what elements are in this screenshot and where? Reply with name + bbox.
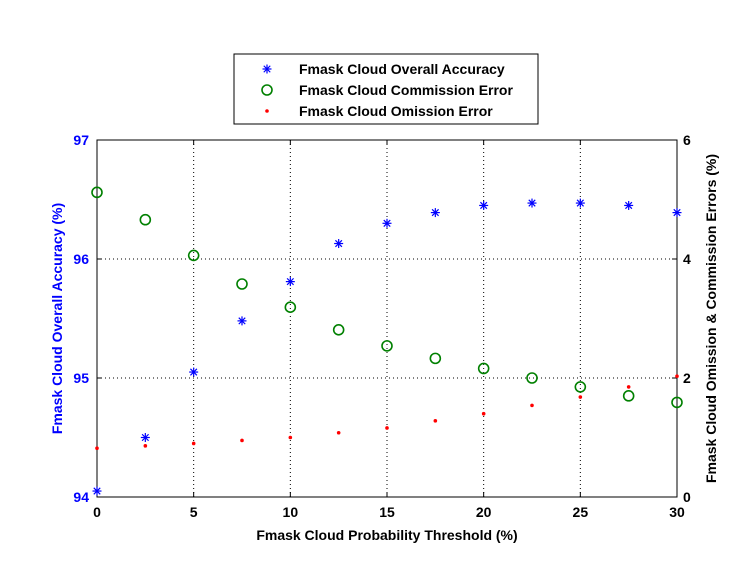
- y-left-tick-label: 96: [73, 251, 89, 267]
- legend-box: [233, 53, 539, 125]
- legend: Fmask Cloud Overall Accuracy Fmask Cloud…: [233, 53, 539, 125]
- commission-point: [429, 352, 442, 365]
- grid: [97, 140, 677, 497]
- commission-point: [381, 340, 393, 352]
- legend-marker-dot: [265, 109, 269, 113]
- accuracy-point: [527, 198, 537, 208]
- legend-entry-overall-accuracy: Fmask Cloud Overall Accuracy: [299, 61, 505, 77]
- data-marks: [91, 186, 683, 496]
- omission-point: [433, 419, 438, 423]
- omission-point: [530, 403, 534, 408]
- x-tick-label: 10: [283, 504, 299, 520]
- commission-point: [284, 301, 297, 313]
- x-tick-label: 0: [93, 504, 101, 520]
- x-tick-label: 15: [379, 504, 395, 520]
- omission-point: [481, 411, 486, 416]
- omission-point: [191, 441, 196, 446]
- accuracy-point: [189, 367, 199, 377]
- x-tick-label: 5: [190, 504, 198, 520]
- commission-point: [574, 381, 587, 393]
- accuracy-point: [285, 277, 295, 287]
- y-right-tick-label: 4: [683, 251, 691, 267]
- commission-point: [671, 396, 683, 409]
- accuracy-point: [479, 200, 489, 210]
- y-right-tick-label: 0: [683, 489, 691, 505]
- omission-point: [240, 438, 244, 443]
- commission-point: [477, 362, 490, 375]
- omission-point: [95, 446, 99, 451]
- y-left-tick-label: 97: [73, 132, 89, 148]
- accuracy-point: [575, 198, 585, 208]
- ticks: 0 5 10 15 20 25 30 94 95 96 97 0 2 4 6: [73, 132, 691, 520]
- accuracy-point: [382, 218, 392, 228]
- accuracy-point: [430, 208, 440, 218]
- accuracy-point: [334, 239, 344, 249]
- omission-point: [288, 435, 293, 440]
- commission-point: [187, 249, 200, 262]
- omission-point: [626, 385, 631, 389]
- omission-point: [143, 444, 148, 448]
- accuracy-point: [672, 208, 682, 218]
- y-left-tick-label: 94: [73, 489, 89, 505]
- omission-point: [675, 374, 679, 379]
- accuracy-point: [237, 316, 247, 326]
- omission-point: [336, 430, 341, 435]
- commission-point: [139, 213, 152, 226]
- accuracy-point: [140, 433, 150, 442]
- x-axis-label: Fmask Cloud Probability Threshold (%): [256, 527, 517, 543]
- accuracy-point: [624, 200, 634, 210]
- commission-point: [332, 324, 345, 336]
- commission-point: [622, 390, 635, 402]
- y-axis-left-label: Fmask Cloud Overall Accuracy (%): [49, 203, 65, 434]
- x-tick-label: 25: [573, 504, 589, 520]
- y-axis-right-label: Fmask Cloud Omission & Commission Errors…: [703, 154, 719, 483]
- x-tick-label: 20: [476, 504, 492, 520]
- omission-point: [385, 426, 389, 430]
- x-tick-label: 30: [669, 504, 685, 520]
- y-right-tick-label: 2: [683, 370, 691, 386]
- commission-point: [526, 372, 538, 384]
- legend-entry-commission-error: Fmask Cloud Commission Error: [299, 82, 513, 98]
- commission-point: [236, 278, 248, 290]
- commission-point: [91, 186, 103, 199]
- y-right-tick-label: 6: [683, 132, 691, 148]
- y-left-tick-label: 95: [73, 370, 89, 386]
- legend-marker-asterisk: [262, 64, 272, 74]
- accuracy-point: [92, 486, 102, 496]
- legend-marker-circle: [261, 84, 273, 96]
- legend-entry-omission-error: Fmask Cloud Omission Error: [299, 103, 493, 119]
- omission-point: [578, 395, 583, 399]
